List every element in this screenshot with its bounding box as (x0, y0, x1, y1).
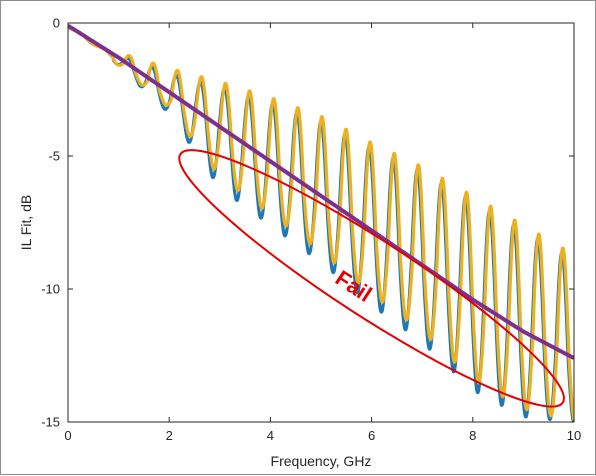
series-fit-line (68, 23, 574, 360)
x-tick-label: 10 (567, 428, 581, 443)
y-tick-label: -15 (41, 415, 60, 430)
plot-border (67, 22, 575, 423)
y-tick-label: -10 (41, 282, 60, 297)
x-axis-label: Frequency, GHz (271, 453, 372, 469)
x-tick-label: 4 (267, 428, 274, 443)
x-tick-label: 2 (166, 428, 173, 443)
x-tick-label: 8 (469, 428, 476, 443)
y-tick-label: 0 (53, 16, 60, 31)
y-axis-label: IL Fit, dB (18, 195, 34, 251)
y-tick-label: -5 (48, 149, 60, 164)
x-tick-label: 6 (368, 428, 375, 443)
x-tick-label: 0 (64, 428, 71, 443)
fail-ellipse (178, 149, 565, 408)
series-gold-line (68, 25, 574, 421)
